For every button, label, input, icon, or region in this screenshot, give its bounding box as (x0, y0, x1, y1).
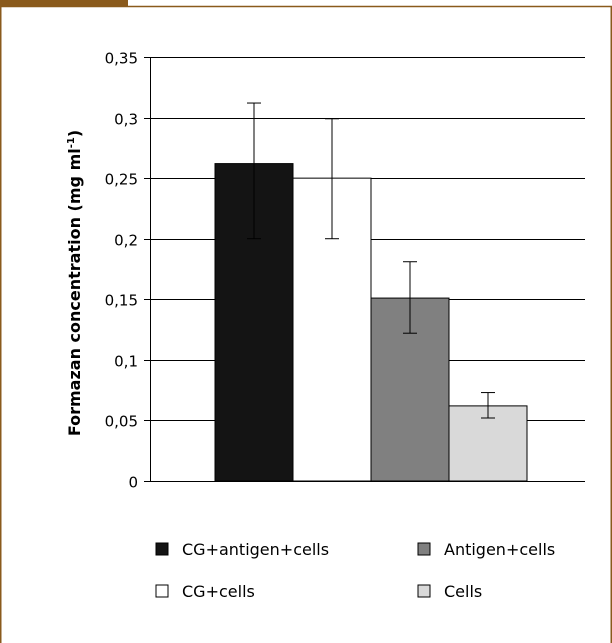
y-tick-label: 0,3 (114, 111, 138, 129)
legend-label: CG+cells (182, 582, 255, 601)
legend-label: Cells (444, 582, 482, 601)
legend-swatch (417, 542, 431, 556)
plot-area: 0 0,05 0,1 0,15 0,2 0,25 0,3 0,35 (105, 50, 585, 492)
y-tick-label: 0,25 (105, 171, 138, 189)
legend-swatch (155, 584, 169, 598)
y-tick-label: 0,1 (114, 353, 138, 371)
legend-swatch (155, 542, 169, 556)
y-tick-label: 0,2 (114, 232, 138, 250)
y-tick-label: 0,05 (105, 413, 138, 431)
y-tick-label: 0,35 (105, 50, 138, 68)
legend: CG+antigen+cells CG+cells Antigen+cells Cel… (155, 540, 555, 601)
y-tick-label: 0 (128, 474, 138, 492)
legend-label: Antigen+cells (444, 540, 555, 559)
top-accent-tab (0, 0, 128, 7)
y-axis-label: Formazan concentration (mg ml-1) (65, 130, 84, 436)
legend-swatch (417, 584, 431, 598)
y-tick-label: 0,15 (105, 292, 138, 310)
legend-label: CG+antigen+cells (182, 540, 329, 559)
y-axis-label-superscript: -1 (66, 137, 77, 148)
